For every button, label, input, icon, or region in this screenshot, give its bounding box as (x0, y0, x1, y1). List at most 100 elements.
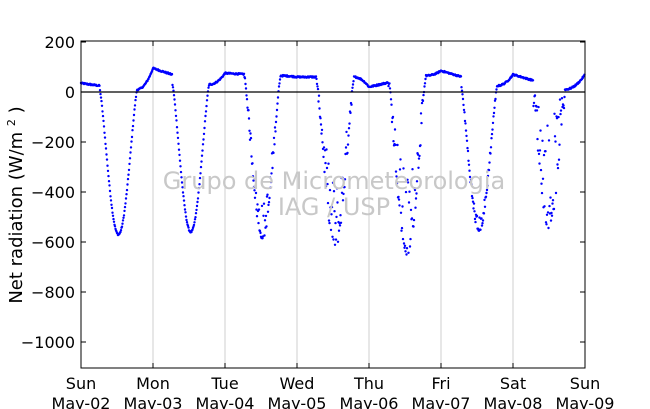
data-point (246, 106, 249, 109)
data-point (327, 219, 331, 222)
data-point (324, 161, 327, 165)
watermark-line-1: Grupo de Micrometeorologia (163, 167, 505, 195)
data-point (492, 115, 495, 118)
data-point (473, 210, 476, 213)
data-point (414, 206, 417, 209)
data-point (197, 186, 201, 190)
data-point (243, 77, 247, 80)
data-point (491, 128, 494, 131)
data-point (459, 75, 463, 78)
data-point (545, 213, 549, 216)
data-point (257, 208, 261, 211)
data-point (422, 93, 425, 97)
data-point (267, 203, 270, 207)
data-point (551, 202, 554, 205)
data-point (533, 94, 537, 97)
data-point (273, 126, 277, 129)
data-point (125, 188, 129, 192)
data-point (102, 125, 106, 128)
data-point (102, 119, 105, 123)
data-point (412, 218, 416, 222)
data-point (319, 117, 322, 120)
data-point (531, 79, 535, 82)
data-point (468, 169, 471, 172)
data-point (347, 127, 351, 130)
data-point (171, 86, 175, 89)
data-point (177, 148, 181, 151)
data-point (134, 98, 137, 102)
data-point (174, 109, 177, 112)
data-point (343, 178, 347, 181)
watermark-line-2: IAG / USP (278, 193, 390, 221)
data-point (254, 178, 257, 181)
data-point (338, 224, 342, 227)
data-point (251, 162, 254, 165)
data-point (250, 155, 253, 158)
data-point (266, 193, 269, 196)
data-point (333, 243, 337, 246)
data-point (198, 183, 201, 186)
data-point (484, 195, 488, 198)
data-point (270, 172, 273, 175)
x-tick-day-6: Sat (500, 374, 526, 393)
data-point (470, 194, 474, 198)
data-point (399, 158, 402, 161)
data-point (544, 221, 548, 224)
data-point (326, 182, 329, 186)
data-point (132, 119, 135, 122)
data-point (552, 207, 556, 211)
data-point (187, 226, 190, 229)
data-point (348, 122, 351, 125)
data-point (196, 200, 199, 204)
data-point (203, 120, 207, 123)
data-point (403, 246, 406, 249)
data-point (401, 205, 404, 208)
data-point (128, 162, 131, 166)
data-point (495, 88, 498, 91)
data-point (345, 130, 348, 134)
data-point (540, 191, 544, 195)
y-tick-label-0: 200 (44, 33, 75, 52)
data-point (201, 143, 205, 146)
data-point (255, 208, 258, 211)
data-point (551, 199, 555, 202)
data-point (481, 219, 485, 222)
data-point (467, 159, 470, 162)
data-point (183, 208, 187, 211)
data-point (553, 135, 557, 138)
data-point (185, 221, 189, 224)
plot-frame (80, 40, 586, 369)
data-point (491, 121, 495, 125)
y-tick-label-5: −800 (31, 283, 75, 302)
data-point (463, 111, 466, 114)
data-point (398, 168, 402, 171)
data-point (200, 160, 203, 163)
data-point (98, 89, 102, 92)
data-point (275, 115, 278, 118)
data-point (204, 110, 208, 113)
data-point (397, 195, 400, 199)
y-tick-label-6: −1000 (21, 333, 75, 352)
data-point (247, 109, 250, 112)
data-point (342, 192, 345, 196)
data-point (248, 129, 251, 132)
x-tick-day-0: Sun (66, 374, 96, 393)
data-point (267, 201, 271, 204)
data-point (352, 80, 355, 83)
data-point (191, 228, 194, 231)
data-point (276, 96, 280, 99)
data-point (535, 105, 538, 108)
x-tick-day-7: Sun (570, 374, 600, 393)
data-point (120, 225, 124, 228)
x-tick-day-1: Mon (136, 374, 170, 393)
data-point (408, 190, 411, 193)
data-point (179, 165, 182, 168)
data-point (185, 218, 188, 222)
data-point (103, 136, 107, 139)
data-point (545, 223, 548, 226)
data-point (318, 107, 321, 110)
data-point (417, 166, 420, 169)
data-point (560, 123, 563, 126)
data-point (107, 180, 111, 183)
data-point (351, 86, 354, 90)
